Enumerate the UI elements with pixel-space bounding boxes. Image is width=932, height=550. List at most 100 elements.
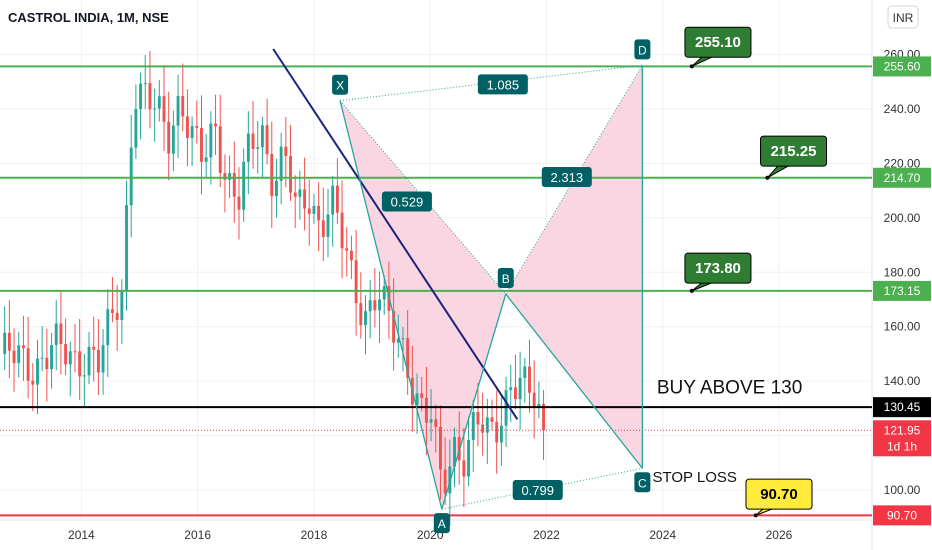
level-price-tag	[873, 280, 931, 301]
callout-label: 90.70	[760, 486, 798, 503]
pattern-point-a	[433, 513, 450, 534]
y-tick-label: 100.00	[884, 483, 921, 497]
y-tick-label: 140.00	[884, 374, 921, 388]
candle-body	[214, 123, 217, 127]
candle-body	[532, 392, 536, 407]
candle-body	[59, 323, 63, 345]
candle-body	[453, 437, 456, 467]
candle-body	[364, 311, 367, 326]
candle-body	[195, 126, 199, 128]
pattern-point-label: X	[336, 79, 344, 93]
candle-body	[45, 357, 49, 370]
candle-body	[349, 250, 353, 261]
candle-body	[518, 377, 522, 400]
candle-body	[12, 350, 16, 364]
candle-body	[424, 397, 428, 423]
candle-body	[101, 345, 105, 373]
candle-body	[368, 300, 372, 312]
candle-body	[279, 146, 283, 181]
candle-body	[289, 156, 292, 193]
ratio-badge	[541, 166, 592, 187]
candle-body	[420, 393, 424, 398]
pattern-leg	[505, 293, 643, 469]
level-price-tag	[873, 56, 931, 77]
candle-body	[275, 180, 278, 197]
candle-body	[542, 403, 545, 431]
candle-body	[340, 212, 344, 249]
candle-body	[260, 125, 264, 148]
candle-body	[331, 185, 335, 215]
candle-body	[509, 387, 513, 391]
candle-body	[471, 412, 475, 441]
candle-body	[490, 417, 494, 422]
candle-body	[237, 196, 241, 210]
candle-body	[181, 95, 185, 117]
candle-body	[125, 205, 128, 290]
candle-body	[326, 214, 330, 237]
y-tick-label: 160.00	[884, 320, 921, 334]
callout-anchor-dot	[765, 175, 770, 180]
ratio-label: 1.085	[487, 77, 520, 92]
candle-body	[312, 205, 316, 214]
candle-body	[78, 351, 82, 377]
level-price-tag	[873, 505, 931, 526]
callout-box	[684, 26, 752, 58]
candle-body	[50, 345, 53, 370]
level-price-label: 130.45	[884, 400, 921, 414]
candle-body	[73, 351, 77, 353]
x-tick-label: 2016	[184, 528, 211, 542]
candle-body	[26, 348, 30, 381]
currency-label: INR	[893, 11, 914, 25]
candle-body	[82, 375, 86, 377]
chart-title: CASTROL INDIA, 1M, NSE	[8, 10, 169, 25]
candle-body	[293, 192, 297, 197]
callout-label: 215.25	[771, 143, 817, 160]
candle-body	[382, 286, 386, 300]
stop-loss-annotation: STOP LOSS	[652, 469, 737, 486]
candle-body	[157, 96, 161, 109]
candle-body	[246, 133, 250, 162]
candle-body	[7, 332, 11, 351]
candle-body	[204, 157, 208, 162]
pattern-triangle-bcd	[505, 65, 643, 469]
candle-body	[499, 425, 503, 443]
candle-body	[434, 419, 438, 427]
candle-body	[200, 127, 203, 162]
candle-body	[106, 309, 110, 346]
pattern-point-c	[634, 472, 651, 493]
candle-body	[153, 108, 157, 110]
candle-body	[523, 366, 527, 378]
candle-body	[317, 205, 321, 221]
candle-body	[476, 412, 480, 425]
candle-body	[167, 121, 171, 154]
candle-body	[218, 126, 222, 174]
candle-body	[111, 309, 114, 313]
candle-body	[228, 173, 232, 180]
candle-body	[31, 380, 35, 385]
candle-body	[129, 147, 133, 206]
candle-body	[270, 154, 274, 197]
y-tick-label: 200.00	[884, 211, 921, 225]
pattern-point-x	[332, 74, 349, 95]
callout-label: 255.10	[695, 34, 741, 51]
callout-box	[760, 135, 828, 167]
candle-body	[298, 189, 302, 197]
candle-body	[115, 312, 119, 320]
candle-body	[232, 173, 236, 197]
candle-body	[96, 349, 100, 373]
level-price-label: 255.60	[884, 59, 921, 73]
pattern-point-d	[634, 39, 651, 60]
candle-body	[415, 393, 419, 405]
candle-body	[429, 419, 433, 423]
last-price-label: 121.95	[884, 423, 921, 437]
y-tick-label: 220.00	[884, 156, 921, 170]
candle-body	[176, 95, 180, 126]
candle-body	[345, 248, 349, 251]
candle-body	[495, 421, 499, 443]
candle-body	[171, 125, 175, 154]
level-price-tag	[873, 167, 931, 188]
pattern-point-label: B	[502, 272, 510, 286]
candle-body	[528, 366, 531, 393]
level-price-label: 214.70	[884, 171, 921, 185]
